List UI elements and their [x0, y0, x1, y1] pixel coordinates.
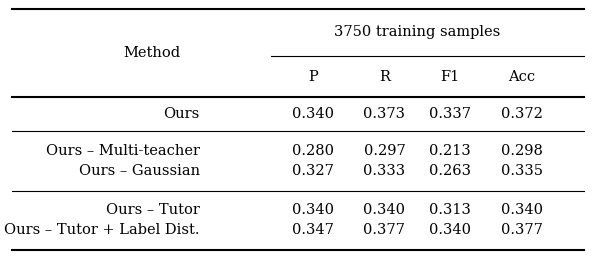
Text: 0.377: 0.377	[501, 223, 542, 237]
Text: 0.313: 0.313	[429, 203, 471, 217]
Text: 0.333: 0.333	[364, 164, 405, 178]
Text: 0.373: 0.373	[364, 107, 405, 121]
Text: 3750 training samples: 3750 training samples	[334, 25, 500, 39]
Text: 0.327: 0.327	[292, 164, 334, 178]
Text: 0.340: 0.340	[292, 203, 334, 217]
Text: 0.372: 0.372	[501, 107, 542, 121]
Text: R: R	[379, 70, 390, 84]
Text: 0.377: 0.377	[364, 223, 405, 237]
Text: F1: F1	[440, 70, 460, 84]
Text: Acc: Acc	[508, 70, 535, 84]
Text: Ours – Tutor: Ours – Tutor	[105, 203, 200, 217]
Text: P: P	[308, 70, 318, 84]
Text: 0.280: 0.280	[292, 144, 334, 158]
Text: 0.297: 0.297	[364, 144, 405, 158]
Text: 0.298: 0.298	[501, 144, 542, 158]
Text: 0.335: 0.335	[501, 164, 542, 178]
Text: 0.263: 0.263	[429, 164, 471, 178]
Text: 0.340: 0.340	[292, 107, 334, 121]
Text: Ours – Gaussian: Ours – Gaussian	[79, 164, 200, 178]
Text: 0.340: 0.340	[501, 203, 542, 217]
Text: Ours: Ours	[163, 107, 200, 121]
Text: 0.340: 0.340	[429, 223, 471, 237]
Text: 0.213: 0.213	[429, 144, 471, 158]
Text: 0.340: 0.340	[364, 203, 405, 217]
Text: Method: Method	[123, 46, 181, 60]
Text: 0.337: 0.337	[429, 107, 471, 121]
Text: Ours – Tutor + Label Dist.: Ours – Tutor + Label Dist.	[4, 223, 200, 237]
Text: Ours – Multi-teacher: Ours – Multi-teacher	[46, 144, 200, 158]
Text: 0.347: 0.347	[292, 223, 334, 237]
